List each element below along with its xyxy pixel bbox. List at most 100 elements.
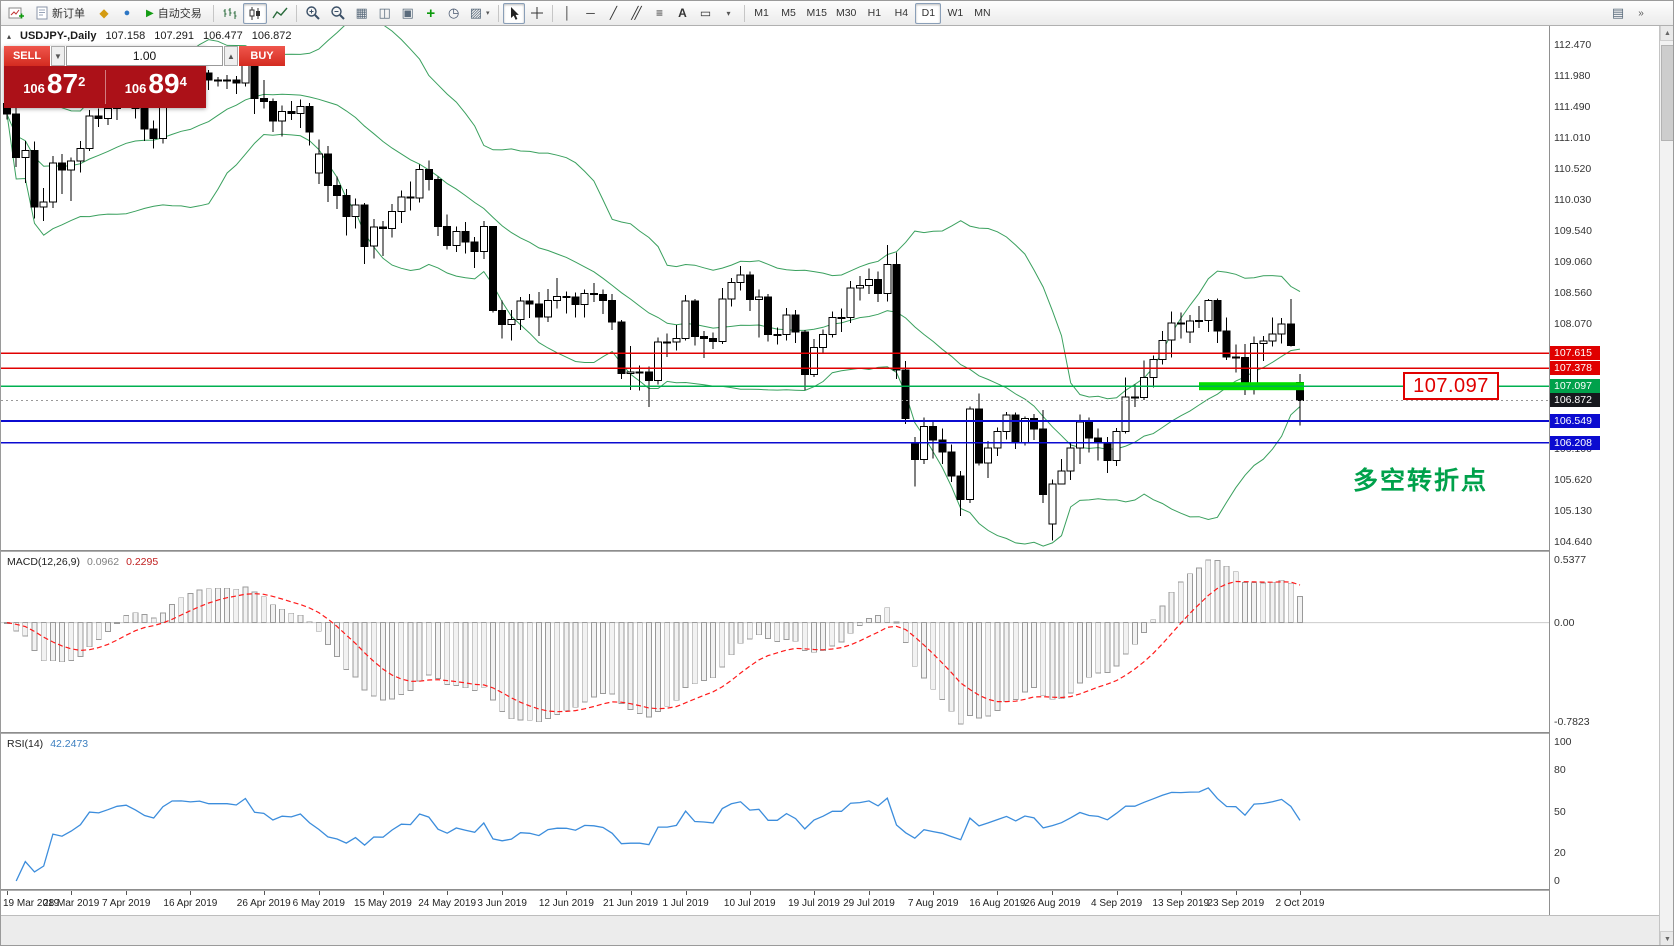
zoom-out-icon xyxy=(331,6,345,20)
panel-splitter[interactable] xyxy=(1,550,1659,552)
candlestick-chart-button[interactable] xyxy=(242,2,267,24)
date-tick xyxy=(1052,891,1054,895)
volume-increase-button[interactable]: ▲ xyxy=(224,46,238,66)
price-axis-label: 112.470 xyxy=(1554,39,1592,51)
tile-windows-button[interactable]: ◫ xyxy=(374,3,396,24)
cascade-windows-button[interactable]: ▣ xyxy=(397,3,419,24)
timeframe-h4-button[interactable]: H4 xyxy=(894,7,909,19)
macd-signal-line xyxy=(6,580,1301,713)
bar-chart-button[interactable] xyxy=(218,3,242,24)
date-axis-label: 21 Jun 2019 xyxy=(603,898,659,909)
timeframe-m30-button[interactable]: M30 xyxy=(835,7,857,19)
date-axis-label: 12 Jun 2019 xyxy=(538,898,594,909)
crosshair-icon xyxy=(530,7,543,19)
line-chart-icon xyxy=(272,7,288,18)
new-order-icon xyxy=(36,6,48,20)
sell-button[interactable]: SELL xyxy=(4,46,50,66)
price-chart[interactable] xyxy=(1,25,1549,550)
new-chart-icon xyxy=(8,7,24,18)
rsi-axis-80: 80 xyxy=(1554,763,1566,776)
price-level-badge: 107.615 xyxy=(1550,346,1600,361)
date-tick xyxy=(566,891,568,895)
new-order-label: 新订单 xyxy=(52,8,85,20)
price-level-callout[interactable]: 107.097 xyxy=(1403,372,1499,400)
price-axis-column[interactable] xyxy=(1549,25,1659,915)
accounts-button[interactable]: ● xyxy=(116,3,138,24)
timeframe-w1-button[interactable]: W1 xyxy=(947,7,964,19)
trade-controls-row: SELL ▼ ▲ BUY xyxy=(4,46,285,66)
price-axis-label: 108.070 xyxy=(1554,318,1592,331)
toolbar-separator xyxy=(743,4,745,22)
date-axis[interactable]: 19 Mar 2019 28 Mar 2019 7 Apr 2019 16 Apr 2… xyxy=(1,891,1659,915)
date-tick xyxy=(1299,891,1301,895)
chart-list-button[interactable]: ▤ xyxy=(1607,3,1629,24)
volume-decrease-button[interactable]: ▼ xyxy=(51,46,65,66)
price-axis-label: 111.010 xyxy=(1554,131,1591,144)
macd-histogram xyxy=(4,559,1303,725)
date-axis-label: 1 Jul 2019 xyxy=(662,898,709,909)
turning-point-annotation[interactable]: 多空转折点 xyxy=(1353,467,1489,495)
vertical-scrollbar[interactable]: ▲ ▼ xyxy=(1659,25,1673,945)
line-chart-button[interactable] xyxy=(268,3,292,24)
auto-trading-button[interactable]: ▶ 自动交易 xyxy=(139,3,209,24)
price-divider xyxy=(104,70,106,104)
scroll-down-icon[interactable]: ▼ xyxy=(1660,931,1673,945)
buy-button[interactable]: BUY xyxy=(239,46,285,66)
periods-button[interactable]: ◷ xyxy=(443,3,465,24)
date-tick xyxy=(630,891,632,895)
date-axis-label: 7 Aug 2019 xyxy=(907,898,959,909)
timeframe-h1-button[interactable]: H1 xyxy=(867,7,882,19)
zoom-out-button[interactable] xyxy=(326,3,350,24)
scroll-up-icon[interactable]: ▲ xyxy=(1660,25,1673,41)
cursor-button[interactable] xyxy=(502,2,525,24)
toolbar-separator xyxy=(212,4,214,22)
date-axis-label: 29 Jul 2019 xyxy=(843,898,895,909)
rsi-panel[interactable] xyxy=(1,734,1549,889)
templates-button[interactable]: ▨ ▾ xyxy=(466,3,494,24)
scrollbar-thumb[interactable] xyxy=(1661,45,1673,141)
horizontal-line-button[interactable]: ─ xyxy=(580,3,602,24)
fibonacci-button[interactable]: ≡ xyxy=(649,3,671,24)
indicators-button[interactable]: + xyxy=(420,3,442,24)
rsi-value: 42.2473 xyxy=(50,738,89,750)
date-axis-label: 16 Apr 2019 xyxy=(163,898,218,909)
text-button[interactable]: A xyxy=(672,3,694,24)
timeframe-m15-button[interactable]: M15 xyxy=(806,7,827,19)
buy-price-big: 89 xyxy=(148,68,180,100)
buy-price-display[interactable]: 106 89 4 xyxy=(106,68,207,102)
macd-panel[interactable] xyxy=(1,552,1549,732)
channel-button[interactable]: ╱╱ xyxy=(626,3,648,24)
timeframe-m1-button[interactable]: M1 xyxy=(754,7,769,19)
date-tick xyxy=(7,891,8,895)
crosshair-button[interactable] xyxy=(526,3,548,24)
equidistant-channel-icon: ╱╱ xyxy=(631,6,642,20)
gold-symbol-button[interactable]: ◆ xyxy=(93,3,115,24)
date-tick xyxy=(318,891,320,895)
oneclick-collapse-icon[interactable]: ▴ xyxy=(7,31,12,41)
buy-price-base: 106 xyxy=(124,80,147,96)
panel-splitter[interactable] xyxy=(1,732,1659,734)
zoom-in-button[interactable] xyxy=(301,3,325,24)
toolbar-overflow-button[interactable]: » xyxy=(1630,3,1652,24)
sell-price-display[interactable]: 106 87 2 xyxy=(4,70,105,102)
vertical-line-button[interactable]: │ xyxy=(557,3,579,24)
ohlc-low: 106.477 xyxy=(202,30,243,42)
macd-name: MACD(12,26,9) xyxy=(7,556,80,568)
trendline-button[interactable]: ╱ xyxy=(603,3,625,24)
auto-trading-play-icon: ▶ xyxy=(146,7,154,19)
price-axis-label: 109.060 xyxy=(1554,255,1592,268)
panel-splitter xyxy=(1,889,1659,891)
new-chart-button[interactable] xyxy=(4,3,28,24)
timeframe-mn-button[interactable]: MN xyxy=(974,7,991,19)
chart-info-line: ▴ USDJPY-,Daily 107.158 107.291 106.477 … xyxy=(7,30,292,42)
grid-button[interactable]: ▦ xyxy=(351,3,373,24)
timeframe-d1-button[interactable]: D1 xyxy=(915,2,942,24)
text-label-button[interactable]: ▭ xyxy=(695,3,717,24)
tile-windows-icon: ◫ xyxy=(378,5,391,20)
timeframe-m5-button[interactable]: M5 xyxy=(781,7,796,19)
shapes-button[interactable]: ▾ xyxy=(718,3,740,24)
price-axis-label: 109.540 xyxy=(1554,225,1592,238)
new-order-button[interactable]: 新订单 xyxy=(29,3,92,24)
volume-input[interactable] xyxy=(66,46,223,66)
